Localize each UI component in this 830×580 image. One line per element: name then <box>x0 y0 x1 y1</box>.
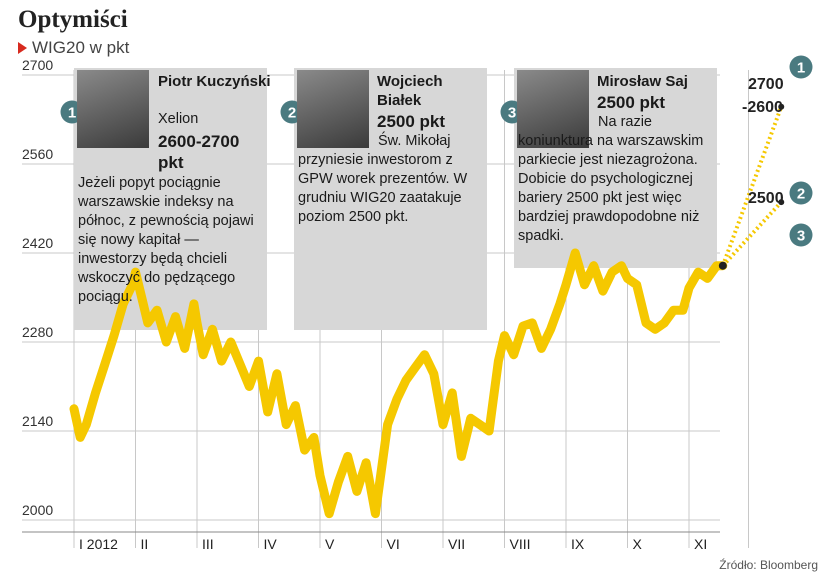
y-tick-label: 2560 <box>22 146 53 162</box>
forecast-badge-2-number: 2 <box>288 105 296 122</box>
x-tick-label: I 2012 <box>79 536 118 552</box>
projection-badge-3-number: 3 <box>797 228 805 245</box>
x-tick-label: III <box>202 536 214 552</box>
forecast-2-name: Wojciech Białek <box>377 73 443 109</box>
y-tick-label: 2280 <box>22 324 53 340</box>
forecast-1-value: 2600-2700 pkt <box>158 132 240 172</box>
y-tick-label: 2140 <box>22 413 53 429</box>
forecast-badge-3-number: 3 <box>508 105 516 122</box>
projection-line <box>721 200 783 268</box>
projection-end-dot <box>778 199 785 206</box>
y-tick-label: 2000 <box>22 502 53 518</box>
x-tick-label: VII <box>448 536 465 552</box>
y-tick-labels: 2000 2140 2280 2420 2560 2700 <box>22 57 53 518</box>
x-tick-label: XI <box>694 536 707 552</box>
y-tick-label: 2700 <box>22 57 53 73</box>
projection-label-1: 2700 <box>748 76 784 93</box>
x-tick-label: IV <box>264 536 278 552</box>
x-tick-labels: I 2012 II III IV V VI VII VIII IX X XI <box>79 536 707 552</box>
forecast-1-company: Xelion <box>158 111 199 127</box>
triangle-icon <box>18 42 27 54</box>
avatar <box>517 70 589 148</box>
forecast-3-value: 2500 pkt <box>597 93 666 112</box>
projection-label-2: 2500 <box>748 190 784 207</box>
series-line-wig20 <box>69 248 728 519</box>
x-tick-label: X <box>633 536 643 552</box>
series-line-group <box>69 248 728 519</box>
forecast-1-text: Jeżeli popyt pociągnie warszawskie indek… <box>78 175 254 305</box>
forecast-badge-1-number: 1 <box>68 105 76 122</box>
avatar <box>77 70 149 148</box>
last-point-dot <box>718 261 727 270</box>
chart-subtitle: WIG20 w pkt <box>18 38 129 58</box>
forecast-2-value: 2500 pkt <box>377 112 446 131</box>
forecast-3-text: Na razie koniunktura na warszawskim park… <box>518 114 704 244</box>
x-tick-label: VIII <box>510 536 531 552</box>
forecast-1-name: Piotr Kuczyński <box>158 73 271 90</box>
projection-badge-3 <box>789 223 813 247</box>
projection-label-1b: -2600 <box>742 99 783 116</box>
x-tick-label: II <box>141 536 149 552</box>
chart-subtitle-text: WIG20 w pkt <box>32 38 130 57</box>
x-tick-label: IX <box>571 536 585 552</box>
forecast-3-name: Mirosław Saj <box>597 73 688 90</box>
avatar <box>297 70 369 148</box>
projection-badge-2-number: 2 <box>797 186 805 203</box>
chart-title: Optymiści <box>18 6 128 33</box>
source-note: Źródło: Bloomberg <box>719 558 818 572</box>
projection-end-dot <box>778 103 785 110</box>
y-tick-label: 2420 <box>22 235 53 251</box>
projection-badge-1 <box>789 55 813 79</box>
projection-line <box>720 106 784 267</box>
forecast-2-text: Św. Mikołaj przyniesie inwestorom z GPW … <box>298 133 468 225</box>
projection-badge-2 <box>789 181 813 205</box>
x-tick-label: V <box>325 536 335 552</box>
x-tick-label: VI <box>387 536 400 552</box>
projection-badge-1-number: 1 <box>797 60 805 77</box>
